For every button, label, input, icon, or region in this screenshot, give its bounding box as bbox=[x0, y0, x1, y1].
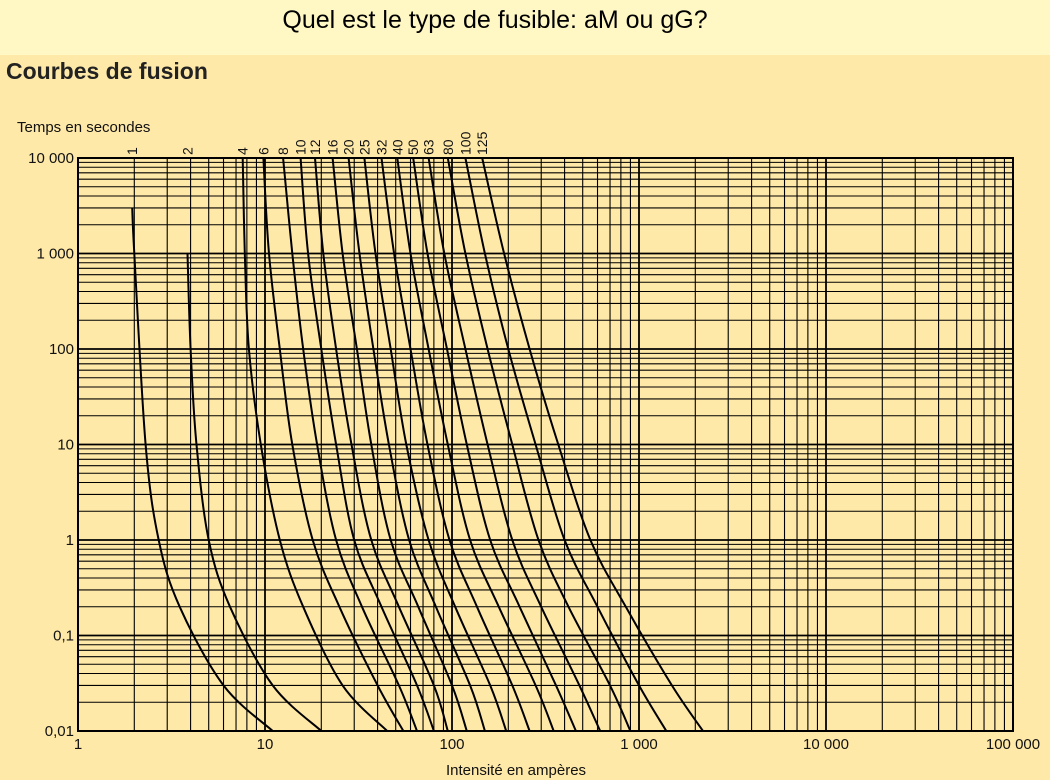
rating-label-25: 25 bbox=[356, 139, 372, 155]
fuse-curve-80 bbox=[446, 157, 632, 732]
x-tick-label: 1 000 bbox=[620, 736, 658, 753]
rating-label-4: 4 bbox=[235, 147, 251, 155]
rating-label-40: 40 bbox=[389, 139, 405, 155]
chart-curves bbox=[131, 157, 704, 732]
rating-label-32: 32 bbox=[374, 139, 390, 155]
fuse-curve-100 bbox=[464, 157, 668, 732]
fuse-curve-32 bbox=[380, 157, 531, 732]
fuse-curve-2 bbox=[186, 253, 322, 732]
question-text: Quel est le type de fusible: aM ou gG? bbox=[282, 6, 708, 34]
question-banner: Quel est le type de fusible: aM ou gG? bbox=[0, 0, 1050, 55]
y-tick-label: 10 bbox=[57, 437, 74, 454]
x-tick-label: 10 000 bbox=[803, 736, 849, 753]
fuse-curve-8 bbox=[282, 157, 418, 732]
rating-label-6: 6 bbox=[255, 147, 271, 155]
chart-panel bbox=[0, 55, 1050, 780]
rating-label-16: 16 bbox=[325, 139, 341, 155]
x-tick-label: 10 bbox=[257, 736, 274, 753]
y-tick-label: 1 000 bbox=[36, 246, 74, 263]
y-tick-label: 1 bbox=[66, 532, 74, 549]
x-tick-label: 1 bbox=[74, 736, 82, 753]
chart-grid bbox=[77, 157, 1014, 732]
fuse-curve-25 bbox=[363, 157, 508, 732]
fuse-curve-40 bbox=[396, 157, 555, 732]
fuse-curve-6 bbox=[262, 157, 405, 732]
y-tick-label: 0,1 bbox=[53, 628, 74, 645]
rating-label-125: 125 bbox=[474, 131, 490, 155]
x-tick-label: 100 bbox=[439, 736, 464, 753]
fuse-curve-10 bbox=[299, 157, 435, 732]
rating-label-8: 8 bbox=[275, 147, 291, 155]
rating-label-12: 12 bbox=[307, 139, 323, 155]
rating-label-63: 63 bbox=[421, 139, 437, 155]
y-tick-label: 100 bbox=[49, 341, 74, 358]
rating-label-2: 2 bbox=[180, 147, 196, 155]
rating-label-100: 100 bbox=[457, 131, 473, 155]
fuse-curve-20 bbox=[347, 157, 486, 732]
y-axis-title: Temps en secondes bbox=[17, 119, 150, 136]
rating-label-20: 20 bbox=[341, 139, 357, 155]
rating-label-50: 50 bbox=[405, 139, 421, 155]
x-axis-title: Intensité en ampères bbox=[446, 762, 586, 779]
fuse-curve-16 bbox=[331, 157, 468, 732]
rating-label-1: 1 bbox=[124, 147, 140, 155]
rating-label-10: 10 bbox=[293, 139, 309, 155]
fuse-curve-12 bbox=[314, 157, 449, 732]
chart-heading: Courbes de fusion bbox=[6, 58, 208, 84]
fuse-curve-1 bbox=[131, 207, 274, 732]
fuse-curve-125 bbox=[481, 157, 704, 732]
fuse-curve-63 bbox=[427, 157, 602, 732]
y-tick-label: 0,01 bbox=[45, 723, 74, 740]
fuse-curve-50 bbox=[412, 157, 577, 732]
y-tick-label: 10 000 bbox=[28, 150, 74, 167]
x-tick-label: 100 000 bbox=[986, 736, 1040, 753]
fuse-curve-4 bbox=[241, 157, 388, 732]
rating-label-80: 80 bbox=[440, 139, 456, 155]
